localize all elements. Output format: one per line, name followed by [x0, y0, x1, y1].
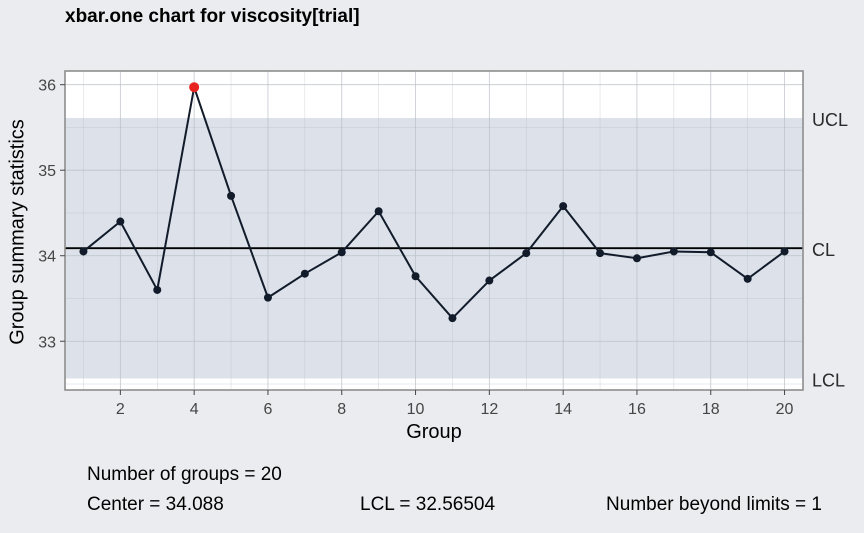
- data-point: [337, 248, 346, 257]
- gridlines: [65, 71, 803, 390]
- data-point: [116, 217, 125, 226]
- data-point-beyond-limits: [189, 82, 200, 93]
- data-point: [559, 202, 568, 211]
- data-point: [669, 247, 678, 256]
- x-tick-label: 14: [554, 401, 572, 418]
- data-point: [706, 248, 715, 257]
- x-axis-ticks: 2 4 6 8 10 12 14 16 18 20: [116, 390, 794, 418]
- x-tick-label: 16: [628, 401, 646, 418]
- data-point: [79, 247, 88, 256]
- data-point: [485, 276, 494, 285]
- data-point: [448, 314, 457, 323]
- data-point: [522, 249, 531, 258]
- stat-lcl: LCL = 32.56504: [360, 494, 496, 515]
- y-axis-label: Group summary statistics: [6, 119, 29, 345]
- x-tick-label: 6: [263, 401, 272, 418]
- lcl-label: LCL: [812, 370, 845, 390]
- x-tick-label: 12: [480, 401, 498, 418]
- data-points: [79, 82, 789, 323]
- ucl-label: UCL: [812, 110, 848, 130]
- x-tick-label: 8: [337, 401, 346, 418]
- data-point: [227, 191, 236, 200]
- stat-beyond-limits: Number beyond limits = 1: [606, 494, 822, 515]
- data-point: [153, 285, 162, 294]
- y-tick-label: 34: [38, 249, 56, 266]
- chart-title: xbar.one chart for viscosity[trial]: [65, 6, 360, 27]
- x-tick-label: 18: [702, 401, 720, 418]
- stat-center: Center = 34.088: [87, 494, 224, 515]
- plot-frame: [64, 70, 804, 391]
- cl-label: CL: [812, 240, 835, 260]
- data-point: [411, 272, 420, 281]
- x-tick-label: 10: [407, 401, 425, 418]
- x-tick-label: 2: [116, 401, 125, 418]
- y-axis-ticks: 33 34 35 36: [38, 78, 65, 351]
- y-tick-label: 33: [38, 334, 56, 351]
- x-tick-label: 20: [776, 401, 794, 418]
- data-point: [743, 274, 752, 283]
- series-line: [82, 86, 786, 320]
- data-point: [263, 293, 272, 302]
- y-tick-label: 35: [38, 163, 56, 180]
- data-point: [780, 247, 789, 256]
- x-axis-label: Group: [406, 421, 462, 443]
- data-point: [300, 269, 309, 278]
- data-point: [632, 254, 641, 263]
- y-tick-label: 36: [38, 78, 56, 95]
- x-tick-label: 4: [190, 401, 199, 418]
- stat-number-of-groups: Number of groups = 20: [87, 464, 282, 485]
- data-point: [374, 207, 383, 216]
- limit-labels: UCL CL LCL: [812, 110, 848, 390]
- data-point: [596, 249, 605, 258]
